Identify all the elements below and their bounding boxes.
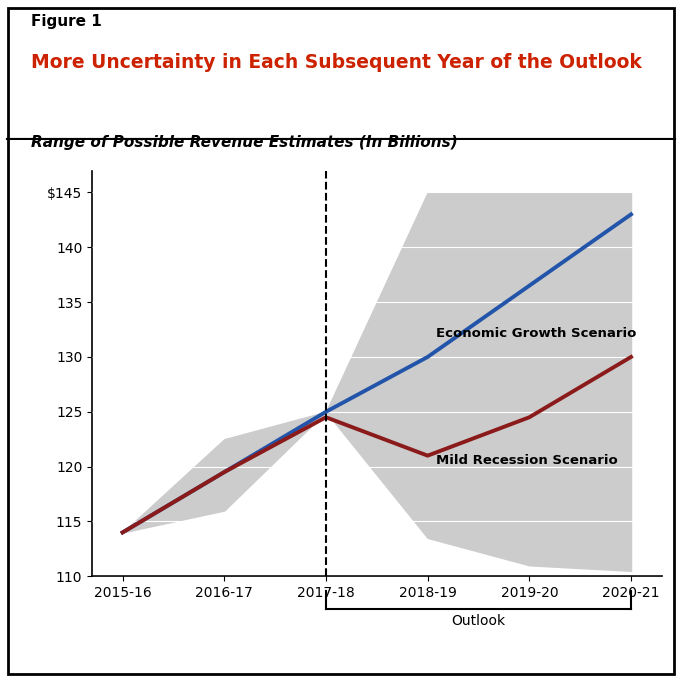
- Text: More Uncertainty in Each Subsequent Year of the Outlook: More Uncertainty in Each Subsequent Year…: [31, 53, 642, 72]
- Text: Range of Possible Revenue Estimates (In Billions): Range of Possible Revenue Estimates (In …: [31, 135, 458, 150]
- Text: Economic Growth Scenario: Economic Growth Scenario: [436, 327, 636, 340]
- Text: Figure 1: Figure 1: [31, 14, 102, 29]
- Text: Outlook: Outlook: [451, 614, 505, 629]
- Text: Mild Recession Scenario: Mild Recession Scenario: [436, 454, 617, 467]
